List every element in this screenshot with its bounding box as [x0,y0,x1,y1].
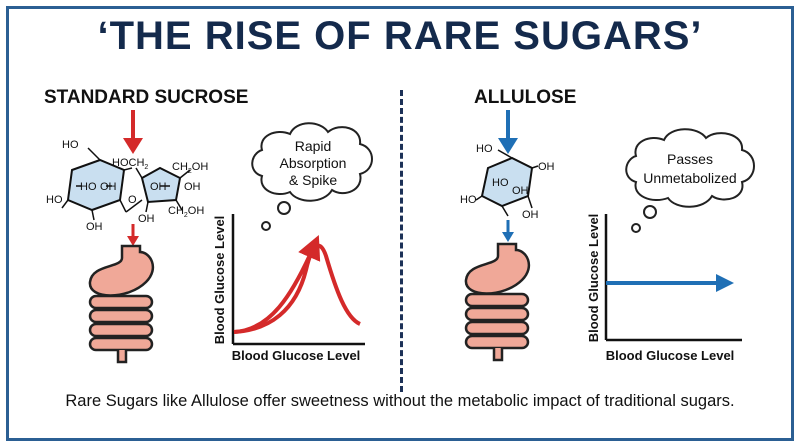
chem-label: OH [184,181,201,193]
y-axis-label: Blood Glucose Level [586,214,601,343]
section-divider [400,90,403,392]
bubble-text: & Spike [289,172,337,188]
allulose-digest-arrow [502,220,514,242]
bubble-text: Rapid [295,138,332,154]
chem-label: HO [460,194,477,206]
chem-label: OH [138,213,155,225]
sucrose-digestive-tract-icon [88,244,155,364]
spike-arrow [233,235,321,334]
chem-label: O [128,194,137,206]
chem-label: HO [46,194,63,206]
sucrose-thought-bubble: Rapid Absorption & Spike [251,122,373,231]
chem-label: HO [62,139,79,151]
allulose-glucose-chart: Blood Glucose Level Blood Glucose Level [586,214,742,363]
footer-caption: Rare Sugars like Allulose offer sweetnes… [65,392,735,410]
sucrose-molecule: HO HOCH2 HO OH HO OH O OH CH2OH OH CH2OH… [46,139,208,233]
sucrose-input-arrow [123,110,143,154]
chem-label: HO [80,181,97,193]
bubble-text: Unmetabolized [643,170,736,186]
sucrose-glucose-chart: Blood Glucose Level Blood Glucose Level [212,214,365,363]
chem-label: OH [522,209,539,221]
allulose-heading: ALLULOSE [474,87,577,108]
chem-label: HO [492,177,509,189]
spike-curve [233,243,362,334]
chem-label: CH2OH [172,161,208,175]
x-axis-label: Blood Glucose Level [232,348,361,363]
bubble-text: Absorption [280,155,347,171]
sucrose-digest-arrow [127,224,139,246]
sucrose-heading: STANDARD SUCROSE [44,87,249,108]
chem-label: CH2OH [168,205,204,219]
chem-label: OH [86,221,103,233]
chem-label: OH [150,181,167,193]
flat-arrow-head [716,274,734,292]
chem-label: OH [512,185,529,197]
page-title: ‘THE RISE OF RARE SUGARS’ [97,14,703,58]
y-axis-label: Blood Glucose Level [212,216,227,345]
x-axis-label: Blood Glucose Level [606,348,735,363]
chem-label: HO [476,143,493,155]
allulose-molecule: HO OH HO OH HO OH [460,143,555,221]
allulose-thought-bubble: Passes Unmetabolized [625,128,755,233]
allulose-input-arrow [498,110,518,154]
chem-label: OH [100,181,117,193]
allulose-digestive-tract-icon [464,242,531,362]
chem-label: HOCH2 [112,157,148,171]
chem-label: OH [538,161,555,173]
bubble-text: Passes [667,151,713,167]
